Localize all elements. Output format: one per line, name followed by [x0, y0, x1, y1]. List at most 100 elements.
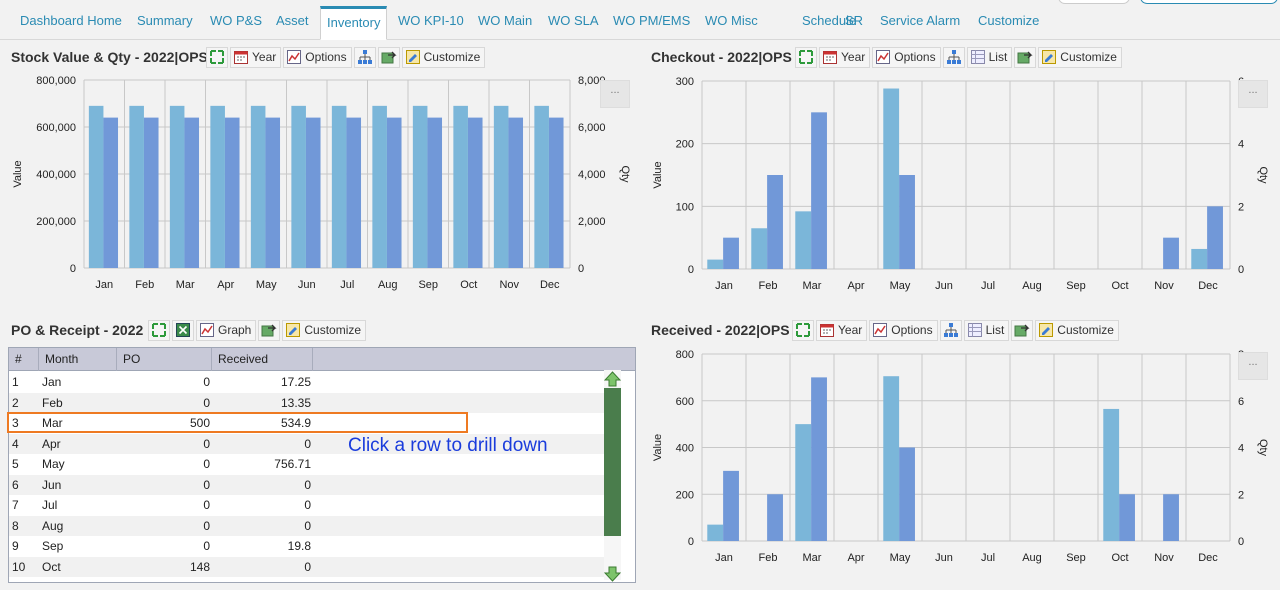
row-received: 19.8: [287, 539, 311, 553]
bar-qty: [508, 117, 524, 268]
tab-wo-pm-ems[interactable]: WO PM/EMS: [613, 13, 691, 28]
checkout-more-button[interactable]: ...: [1238, 80, 1268, 108]
table-row[interactable]: 7 Jul 0 0: [9, 495, 605, 516]
checkout-options-button[interactable]: Options: [872, 46, 941, 68]
row-received: 0: [304, 518, 311, 533]
po-customize-button[interactable]: Customize: [282, 319, 367, 341]
row-month: Sep: [42, 539, 64, 553]
list-icon: [970, 49, 986, 65]
bar-qty: [723, 470, 739, 541]
tab-inventory[interactable]: Inventory: [320, 6, 388, 40]
stock-hierarchy-button[interactable]: [353, 46, 376, 68]
x-tick-label: Apr: [847, 552, 864, 564]
checkout-hierarchy-button[interactable]: [942, 46, 965, 68]
tab-asset[interactable]: Asset: [276, 13, 309, 28]
y-tick-label: 400: [676, 443, 694, 455]
bar-qty: [265, 117, 281, 268]
tab-wo-ps[interactable]: WO P&S: [210, 13, 263, 28]
x-tick-label: Oct: [1111, 552, 1128, 564]
po-excel-button[interactable]: [172, 319, 194, 341]
bar-qty: [103, 117, 119, 268]
received-toolbar: Year Options List Customize: [792, 319, 1119, 341]
y2-tick-label: 6,000: [578, 122, 606, 134]
bar-qty: [467, 117, 483, 268]
po-graph-button[interactable]: Graph: [196, 319, 257, 341]
tab-service-alarm[interactable]: Service Alarm: [880, 13, 961, 28]
bar-qty: [184, 117, 200, 268]
header-index[interactable]: #: [9, 348, 39, 371]
header-month[interactable]: Month: [39, 348, 117, 371]
stock-options-label: Options: [305, 50, 347, 64]
tab-wo-kpi-10[interactable]: WO KPI-10: [398, 13, 464, 28]
y-tick-label: 200: [676, 139, 694, 151]
checkout-list-button[interactable]: List: [966, 46, 1013, 68]
y-tick-label: 100: [676, 201, 694, 213]
calendar-icon: [233, 49, 249, 65]
scroll-down-icon[interactable]: [603, 566, 622, 587]
stock-options-button[interactable]: Options: [283, 46, 352, 68]
table-row[interactable]: 6 Jun 0 0: [9, 474, 605, 495]
stock-maximize-button[interactable]: [206, 46, 228, 68]
po-export-button[interactable]: [258, 319, 281, 341]
received-more-button[interactable]: ...: [1238, 352, 1268, 380]
x-tick-label: Jan: [715, 280, 733, 292]
received-year-button[interactable]: Year: [816, 319, 868, 341]
po-maximize-button[interactable]: [148, 319, 170, 341]
table-row[interactable]: 8 Aug 0 0: [9, 515, 605, 536]
table-row[interactable]: 2 Feb 0 13.35: [9, 392, 605, 413]
received-options-button[interactable]: Options: [869, 319, 938, 341]
tab-sr[interactable]: SR: [845, 13, 864, 28]
y-tick-label: 0: [688, 264, 694, 276]
top-control[interactable]: [1058, 0, 1130, 4]
table-row[interactable]: 3 Mar 500 534.9: [9, 413, 605, 434]
header-po[interactable]: PO: [117, 348, 212, 371]
scrollbar-thumb[interactable]: [604, 388, 621, 536]
tab-dashboard-home[interactable]: Dashboard Home: [20, 13, 122, 28]
checkout-customize-button[interactable]: Customize: [1038, 46, 1122, 68]
stock-export-button[interactable]: [377, 46, 400, 68]
tab-wo-sla[interactable]: WO SLA: [548, 13, 599, 28]
table-row[interactable]: 9 Sep 0 19.8: [9, 536, 605, 557]
table-row[interactable]: 4 Apr 0 0: [9, 433, 605, 454]
stock-more-button[interactable]: ...: [600, 80, 630, 108]
table-row[interactable]: 10 Oct 148 0: [9, 556, 605, 577]
bar-value: [534, 105, 549, 268]
line-chart-icon: [875, 49, 891, 65]
y-axis-title: Value: [652, 434, 664, 461]
received-list-button[interactable]: List: [963, 319, 1010, 341]
y2-axis-title: Qty: [1257, 439, 1269, 457]
tab-wo-misc[interactable]: WO Misc: [705, 13, 758, 28]
stock-year-button[interactable]: Year: [230, 46, 282, 68]
checkout-export-button[interactable]: [1014, 46, 1037, 68]
header-received[interactable]: Received: [212, 348, 313, 371]
row-po: 0: [203, 436, 210, 451]
table-row[interactable]: 5 May 0 756.71: [9, 454, 605, 475]
po-graph-label: Graph: [218, 323, 252, 337]
received-hierarchy-button[interactable]: [939, 319, 962, 341]
bar-qty: [811, 112, 827, 269]
checkout-maximize-button[interactable]: [795, 46, 817, 68]
excel-icon: [175, 322, 191, 338]
received-export-button[interactable]: [1011, 319, 1034, 341]
stock-customize-button[interactable]: Customize: [401, 46, 486, 68]
table-row[interactable]: 1 Jan 0 17.25: [9, 372, 605, 393]
bar-qty: [899, 175, 915, 269]
tab-summary[interactable]: Summary: [137, 13, 193, 28]
row-index: 2: [12, 395, 19, 410]
top-control-primary[interactable]: [1140, 0, 1278, 4]
row-index: 1: [12, 375, 19, 389]
y2-tick-label: 2: [1238, 201, 1244, 213]
tab-schedule[interactable]: Schedule: [802, 13, 857, 28]
x-tick-label: Nov: [1154, 552, 1174, 564]
received-maximize-button[interactable]: [792, 319, 814, 341]
received-customize-button[interactable]: Customize: [1035, 319, 1119, 341]
scroll-up-icon[interactable]: [603, 371, 622, 392]
tab-customize[interactable]: Customize: [978, 13, 1040, 28]
tab-wo-main[interactable]: WO Main: [478, 13, 533, 28]
bar-value: [1103, 408, 1120, 541]
x-tick-label: Jun: [935, 552, 953, 564]
bar-qty: [767, 175, 783, 269]
checkout-year-button[interactable]: Year: [819, 46, 871, 68]
stock-year-label: Year: [252, 50, 277, 64]
customize-icon: [1041, 49, 1057, 65]
